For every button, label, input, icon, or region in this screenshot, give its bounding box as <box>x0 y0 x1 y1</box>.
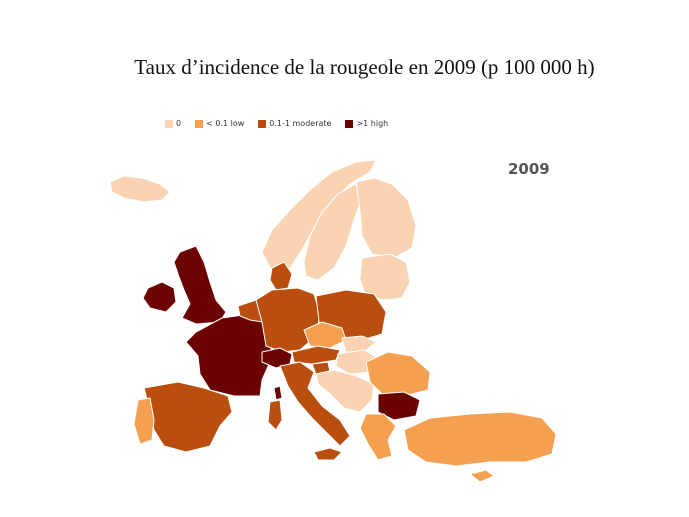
region-italy <box>279 361 351 447</box>
region-sicily <box>313 447 343 461</box>
map-title: Taux d’incidence de la rougeole en 2009 … <box>134 55 595 79</box>
region-finland <box>355 177 417 259</box>
legend-item-moderate: 0.1-1 moderate <box>258 119 331 128</box>
region-baltics <box>359 253 411 301</box>
region-france <box>185 313 273 397</box>
region-greece <box>359 413 397 461</box>
legend-item-low: < 0.1 low <box>195 119 244 128</box>
legend-swatch-zero <box>165 119 173 128</box>
legend-swatch-high <box>345 119 354 128</box>
region-denmark <box>269 261 293 291</box>
region-cyprus <box>469 469 495 483</box>
region-slovakia <box>341 335 377 353</box>
legend-label-low: < 0.1 low <box>206 119 245 128</box>
region-united-kingdom <box>173 245 227 325</box>
region-austria <box>291 345 341 365</box>
region-portugal <box>133 397 155 445</box>
legend-item-high: >1 high <box>345 119 388 128</box>
region-sweden <box>303 183 363 281</box>
region-romania <box>365 351 431 397</box>
region-turkey <box>403 411 557 467</box>
region-ireland <box>142 281 177 313</box>
region-corsica <box>273 385 283 401</box>
legend-label-high: >1 high <box>356 119 389 128</box>
region-iceland <box>109 175 171 203</box>
legend-label-moderate: 0.1-1 moderate <box>269 119 332 128</box>
region-sardinia <box>267 399 283 431</box>
year-label: 2009 <box>508 160 550 178</box>
region-balkans <box>315 369 375 413</box>
legend-swatch-low <box>195 119 204 128</box>
legend-swatch-moderate <box>258 119 267 128</box>
legend-label-zero: 0 <box>176 119 182 128</box>
region-bulgaria <box>377 391 421 421</box>
legend-item-zero: 0 <box>165 119 181 128</box>
legend: 0 < 0.1 low 0.1-1 moderate >1 high <box>165 119 388 128</box>
region-spain <box>143 381 233 453</box>
